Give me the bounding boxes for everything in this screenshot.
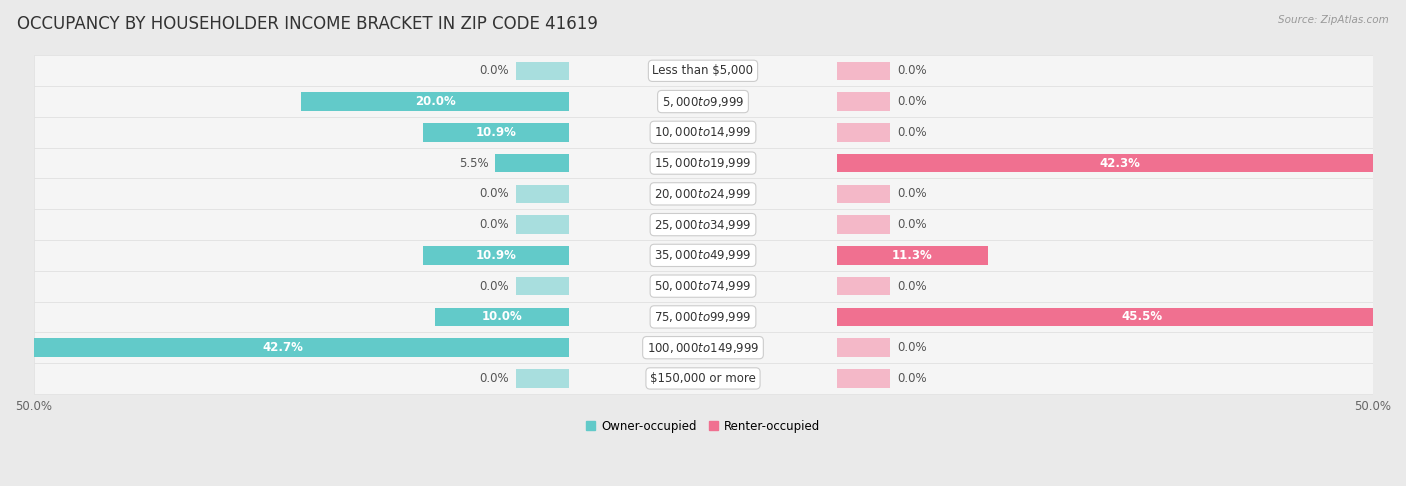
Text: $10,000 to $14,999: $10,000 to $14,999 [654,125,752,139]
Text: 0.0%: 0.0% [479,187,509,200]
Bar [34,55,1372,86]
Text: 10.9%: 10.9% [475,249,516,262]
Bar [837,92,890,111]
Text: 0.0%: 0.0% [897,279,927,293]
Text: 0.0%: 0.0% [479,279,509,293]
Bar [34,209,1372,240]
Bar [516,277,569,295]
Bar [34,332,1372,363]
Bar [495,154,569,173]
Bar [34,148,1372,178]
Bar [516,185,569,203]
Bar [34,301,1372,332]
Bar [436,308,569,326]
Bar [0,338,569,357]
Text: $20,000 to $24,999: $20,000 to $24,999 [654,187,752,201]
Text: 0.0%: 0.0% [897,341,927,354]
Bar [837,277,890,295]
Bar [837,123,890,141]
Bar [837,338,890,357]
Text: $35,000 to $49,999: $35,000 to $49,999 [654,248,752,262]
Text: 0.0%: 0.0% [897,187,927,200]
Text: 45.5%: 45.5% [1121,311,1163,323]
Bar [837,185,890,203]
Text: $15,000 to $19,999: $15,000 to $19,999 [654,156,752,170]
Text: 0.0%: 0.0% [479,372,509,385]
Bar [423,123,569,141]
Bar [516,215,569,234]
Text: 0.0%: 0.0% [897,64,927,77]
Text: OCCUPANCY BY HOUSEHOLDER INCOME BRACKET IN ZIP CODE 41619: OCCUPANCY BY HOUSEHOLDER INCOME BRACKET … [17,15,598,33]
Bar [34,178,1372,209]
Text: Source: ZipAtlas.com: Source: ZipAtlas.com [1278,15,1389,25]
Text: 10.0%: 10.0% [482,311,523,323]
Text: 0.0%: 0.0% [897,218,927,231]
Text: 0.0%: 0.0% [479,64,509,77]
Bar [34,271,1372,301]
Bar [34,240,1372,271]
Text: 20.0%: 20.0% [415,95,456,108]
Text: 5.5%: 5.5% [460,156,489,170]
Bar [837,62,890,80]
Text: $75,000 to $99,999: $75,000 to $99,999 [654,310,752,324]
Text: 10.9%: 10.9% [475,126,516,139]
Text: 0.0%: 0.0% [897,95,927,108]
Text: 11.3%: 11.3% [893,249,934,262]
Text: 42.7%: 42.7% [263,341,304,354]
Text: $5,000 to $9,999: $5,000 to $9,999 [662,95,744,108]
Bar [837,308,1406,326]
Bar [516,62,569,80]
Text: 42.3%: 42.3% [1099,156,1140,170]
Text: 0.0%: 0.0% [479,218,509,231]
Bar [34,86,1372,117]
Bar [516,369,569,388]
Bar [34,363,1372,394]
Text: $25,000 to $34,999: $25,000 to $34,999 [654,218,752,232]
Text: 0.0%: 0.0% [897,372,927,385]
Bar [837,154,1403,173]
Text: 0.0%: 0.0% [897,126,927,139]
Bar [34,117,1372,148]
Legend: Owner-occupied, Renter-occupied: Owner-occupied, Renter-occupied [581,415,825,437]
Bar [301,92,569,111]
Bar [423,246,569,264]
Bar [837,369,890,388]
Text: $50,000 to $74,999: $50,000 to $74,999 [654,279,752,293]
Bar [837,215,890,234]
Bar [837,246,988,264]
Text: Less than $5,000: Less than $5,000 [652,64,754,77]
Text: $150,000 or more: $150,000 or more [650,372,756,385]
Text: $100,000 to $149,999: $100,000 to $149,999 [647,341,759,355]
